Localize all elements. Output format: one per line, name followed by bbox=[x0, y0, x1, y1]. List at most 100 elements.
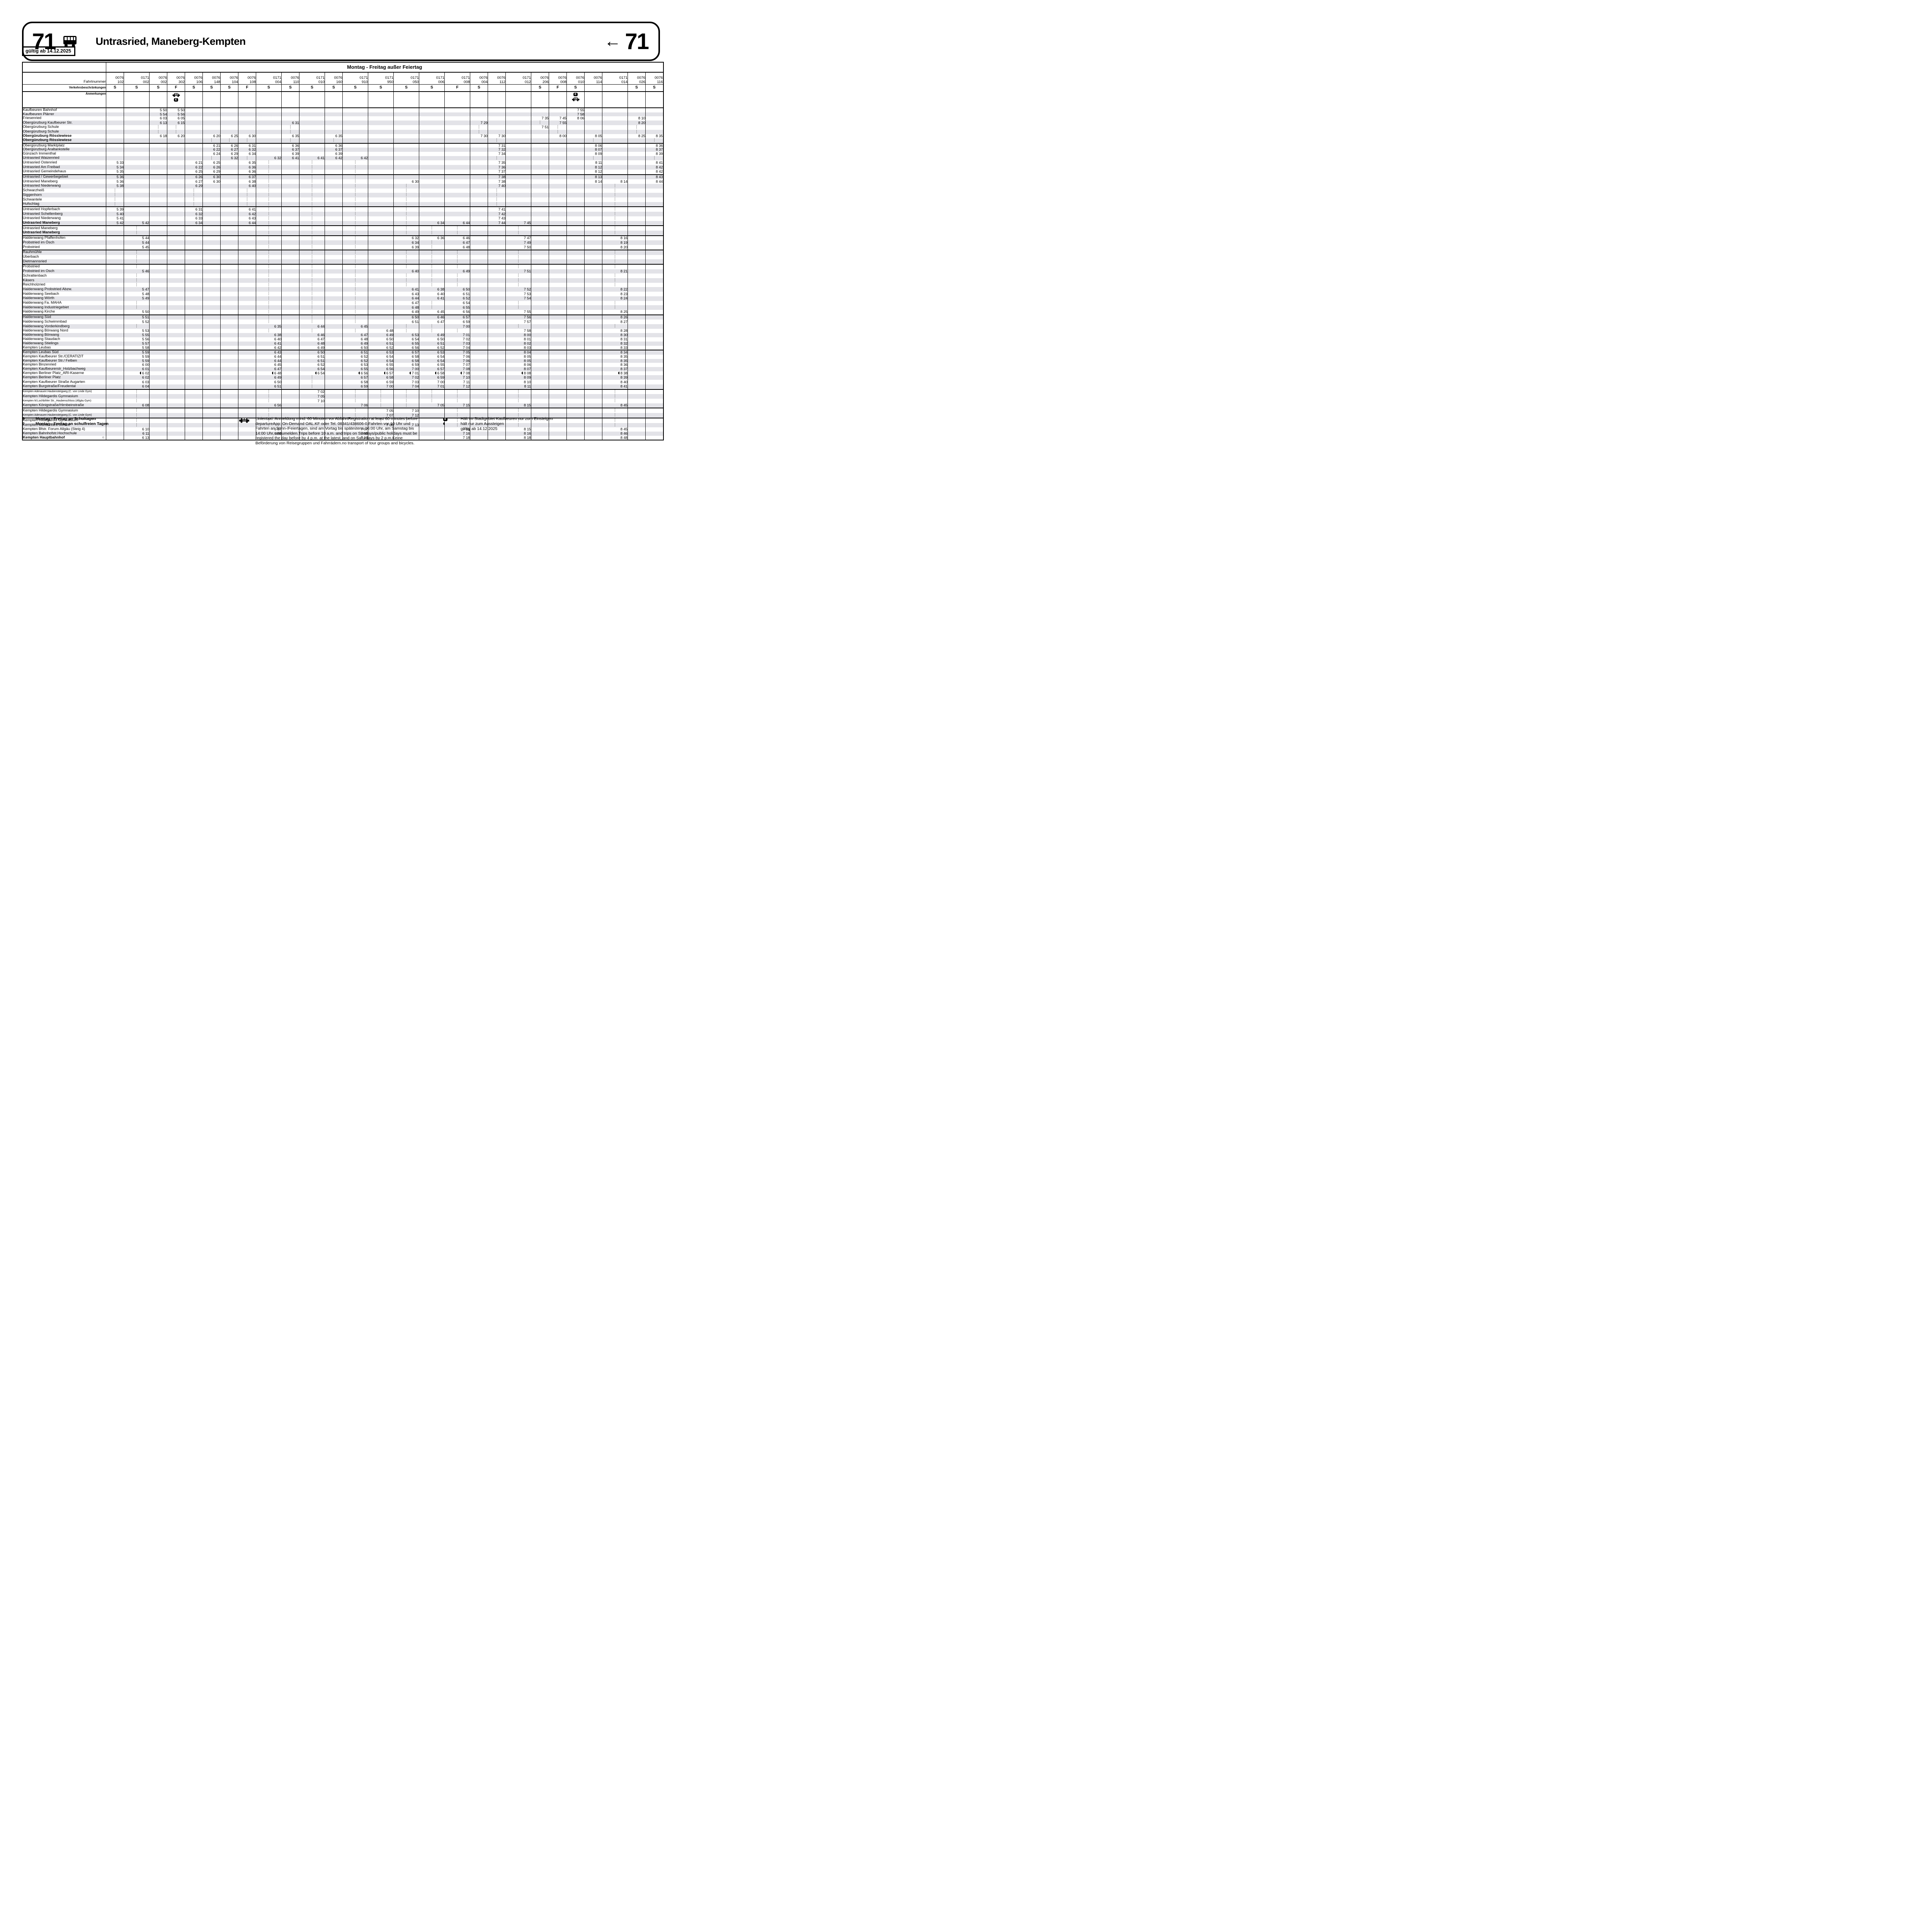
empty-cell bbox=[566, 350, 585, 355]
empty-cell bbox=[584, 264, 602, 269]
empty-cell bbox=[256, 112, 282, 117]
restriction-code bbox=[505, 84, 531, 92]
route-continues-mark bbox=[342, 264, 368, 269]
half-circle-icon bbox=[358, 371, 360, 374]
empty-cell bbox=[106, 148, 124, 152]
empty-cell bbox=[628, 305, 646, 310]
time-cell: 6 40 bbox=[393, 269, 419, 274]
empty-cell bbox=[368, 138, 394, 144]
empty-cell bbox=[628, 174, 646, 180]
empty-cell bbox=[549, 221, 567, 226]
route-continues-mark bbox=[124, 255, 150, 260]
route-continues-mark bbox=[393, 197, 419, 202]
empty-cell bbox=[419, 125, 445, 130]
empty-cell bbox=[645, 399, 663, 403]
empty-cell bbox=[488, 226, 506, 231]
route-continues-mark bbox=[342, 193, 368, 198]
empty-cell bbox=[124, 160, 150, 165]
empty-cell bbox=[220, 255, 238, 260]
time-cell: 8 37 bbox=[645, 148, 663, 152]
empty-cell bbox=[202, 371, 221, 376]
time-cell: 6 55 bbox=[393, 341, 419, 346]
empty-cell bbox=[566, 328, 585, 333]
time-cell: 6 30 bbox=[393, 179, 419, 184]
route-continues-mark bbox=[342, 179, 368, 184]
empty-cell bbox=[106, 418, 124, 423]
route-continues-mark bbox=[368, 389, 394, 394]
empty-cell bbox=[167, 309, 185, 315]
empty-cell bbox=[368, 202, 394, 207]
restriction-code: S bbox=[202, 84, 221, 92]
empty-cell bbox=[419, 169, 445, 175]
time-cell: 7 15 bbox=[444, 403, 470, 409]
empty-cell bbox=[220, 427, 238, 432]
time-cell: 7 16 bbox=[444, 431, 470, 436]
stop-name: Haldenwang Stielings bbox=[22, 341, 106, 346]
empty-cell bbox=[167, 427, 185, 432]
remarks-cell bbox=[238, 92, 256, 108]
time-cell: 6 32 bbox=[256, 156, 282, 161]
route-continues-mark bbox=[299, 226, 325, 231]
empty-cell bbox=[342, 134, 368, 138]
empty-cell bbox=[256, 125, 282, 130]
time-cell: 6 44 bbox=[444, 221, 470, 226]
empty-cell bbox=[470, 350, 488, 355]
route-continues-mark bbox=[299, 174, 325, 180]
route-continues-mark bbox=[505, 418, 531, 423]
time-cell: 7 11 bbox=[444, 380, 470, 384]
time-cell: 7 00 bbox=[368, 384, 394, 390]
empty-cell bbox=[645, 371, 663, 376]
time-cell: 6 35 bbox=[281, 134, 299, 138]
empty-cell bbox=[167, 408, 185, 413]
empty-cell bbox=[281, 184, 299, 189]
empty-cell bbox=[220, 399, 238, 403]
empty-cell bbox=[628, 202, 646, 207]
time-cell: 6 55 bbox=[342, 367, 368, 371]
stop-name: Kempten Berliner Platz_ARI-Kaserne bbox=[23, 371, 84, 375]
stop-row: Untrasried Maneberg 5 36 6 27 6 30 6 38 6 30 7… bbox=[22, 179, 663, 184]
empty-cell bbox=[531, 380, 549, 384]
restriction-row: Verkehrsbeschränkungen S S S F S S S F S S S S S S S S F S… bbox=[22, 84, 663, 92]
footnote-key: S bbox=[22, 416, 25, 421]
empty-cell bbox=[488, 245, 506, 250]
stop-name: Reichholzried bbox=[23, 282, 46, 287]
empty-cell bbox=[584, 193, 602, 198]
empty-cell bbox=[531, 418, 549, 423]
empty-cell bbox=[628, 341, 646, 346]
stop-row: Kempten Berliner Platz_ARI-Kaserne 6 02 6 … bbox=[22, 371, 663, 376]
empty-cell bbox=[149, 255, 167, 260]
trip-number: 0076 302 bbox=[167, 72, 185, 85]
time-cell: 6 50 bbox=[299, 350, 325, 355]
empty-cell bbox=[602, 174, 628, 180]
empty-cell bbox=[645, 245, 663, 250]
empty-cell bbox=[531, 314, 549, 320]
empty-cell bbox=[566, 371, 585, 376]
time-cell: 8 43 bbox=[645, 174, 663, 180]
empty-cell bbox=[368, 278, 394, 283]
empty-cell bbox=[106, 269, 124, 274]
time-cell: 7 31 bbox=[488, 143, 506, 148]
empty-cell bbox=[202, 337, 221, 342]
empty-cell bbox=[549, 259, 567, 265]
day-header-spacer bbox=[22, 62, 106, 73]
route-continues-mark bbox=[488, 193, 506, 198]
time-cell: 6 40 bbox=[238, 184, 256, 189]
empty-cell bbox=[531, 138, 549, 144]
stop-row: Haldenwang Industriegebiet 6 48 6 55 bbox=[22, 305, 663, 310]
empty-cell bbox=[185, 371, 203, 376]
time-cell: 8 05 bbox=[584, 134, 602, 138]
empty-cell bbox=[531, 216, 549, 221]
empty-cell bbox=[628, 367, 646, 371]
empty-cell bbox=[202, 216, 221, 221]
empty-cell bbox=[368, 431, 394, 436]
empty-cell bbox=[645, 328, 663, 333]
empty-cell bbox=[470, 148, 488, 152]
empty-cell bbox=[628, 287, 646, 292]
empty-cell bbox=[470, 371, 488, 376]
empty-cell bbox=[167, 292, 185, 296]
route-continues-mark bbox=[602, 408, 628, 413]
time-cell: 6 56 bbox=[342, 371, 368, 376]
route-continues-mark bbox=[368, 403, 394, 409]
empty-cell bbox=[106, 138, 124, 144]
route-continues-mark bbox=[256, 179, 282, 184]
